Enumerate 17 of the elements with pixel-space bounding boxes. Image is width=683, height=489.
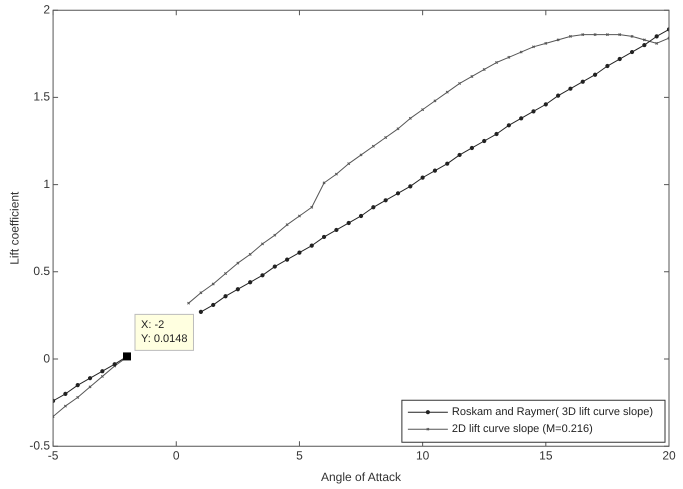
y-tick-label: 0.5	[33, 264, 50, 278]
x-tick-label: 10	[416, 448, 430, 463]
annotation: X: -2 Y: 0.0148	[140, 318, 188, 345]
y-tick-label: 1	[43, 176, 50, 191]
y-tick-label: -0.5	[29, 438, 50, 453]
y-axis-title: Lift coefficient	[8, 190, 22, 265]
x-tick-label: 20	[662, 448, 676, 463]
y-tick-label: 1.5	[33, 90, 50, 104]
x-tick-label: -5	[48, 448, 59, 463]
y-tick-label: 0	[43, 351, 50, 366]
x-tick-label: 0	[172, 448, 180, 463]
x-tick-label: 15	[539, 448, 553, 463]
legend-label: Roskam and Raymer( 3D lift curve slope)	[452, 406, 654, 418]
x-axis-title: Angle of Attack	[321, 470, 402, 484]
x-tick-label: 5	[296, 448, 304, 463]
legend-label: 2D lift curve slope (M=0.216)	[452, 423, 593, 436]
y-tick-label: 2	[43, 2, 50, 17]
